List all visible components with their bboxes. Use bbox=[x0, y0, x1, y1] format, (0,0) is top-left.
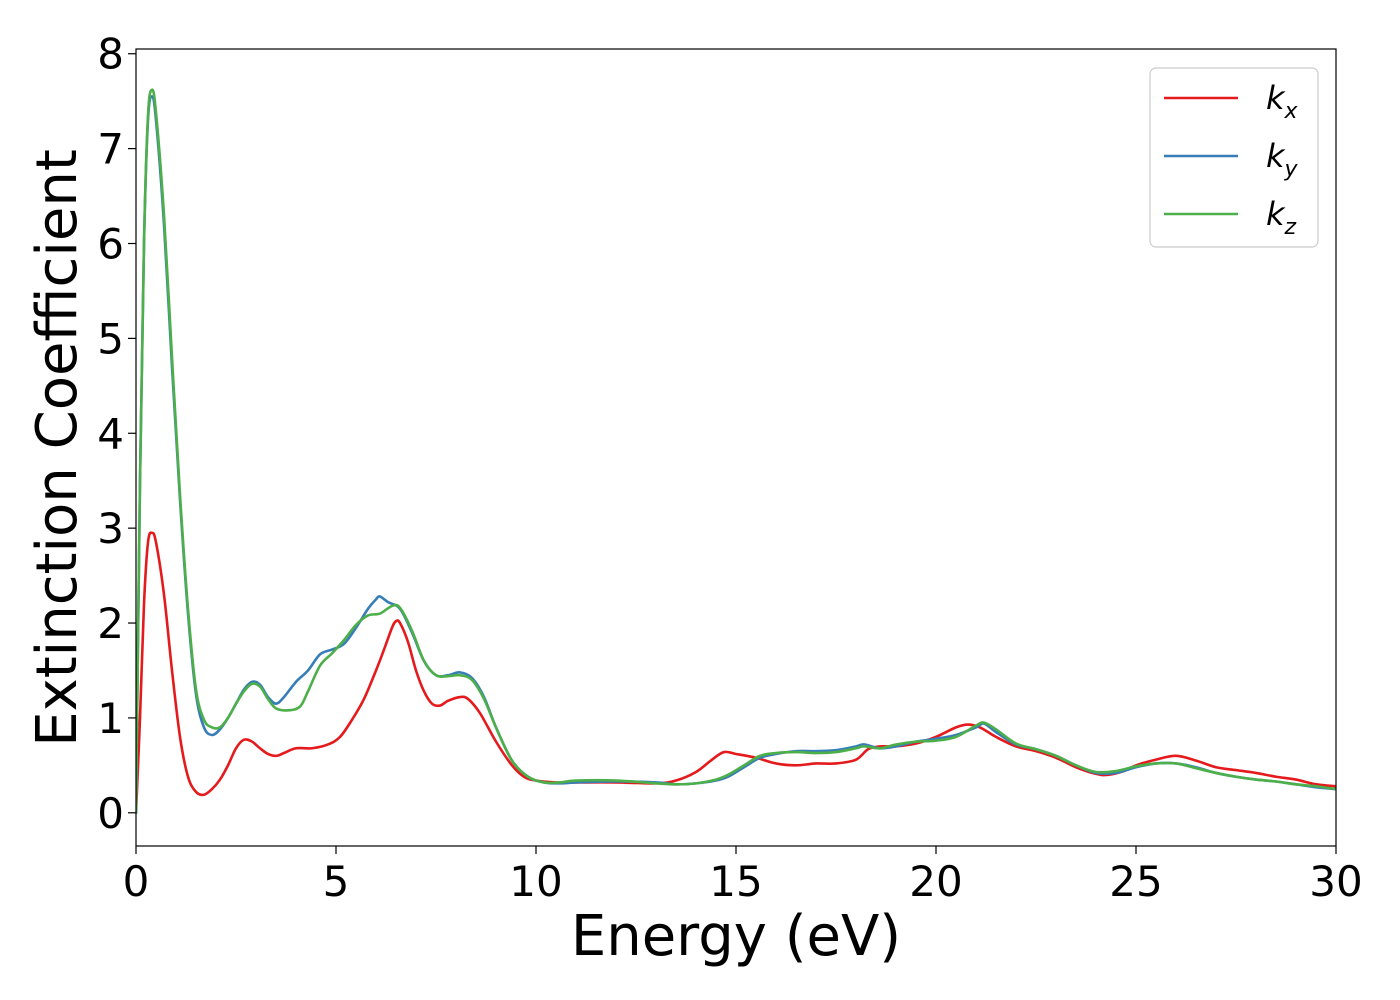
x-tick-label: 25 bbox=[1109, 857, 1162, 906]
y-tick-label: 7 bbox=[97, 125, 124, 174]
series-line-kz bbox=[136, 88, 1336, 815]
plot-area bbox=[136, 88, 1336, 815]
y-tick-label: 6 bbox=[97, 220, 124, 269]
x-axis-title: Energy (eV) bbox=[571, 904, 901, 969]
x-tick-label: 30 bbox=[1309, 857, 1362, 906]
x-tick-label: 15 bbox=[709, 857, 762, 906]
y-tick-label: 4 bbox=[97, 409, 124, 458]
x-tick-label: 20 bbox=[909, 857, 962, 906]
y-tick-label: 0 bbox=[97, 789, 124, 838]
y-axis-title: Extinction Coefficient bbox=[25, 149, 90, 747]
x-tick-label: 5 bbox=[323, 857, 350, 906]
series-line-kx bbox=[136, 531, 1336, 815]
y-axis: 0 1 2 3 4 5 6 7 8 bbox=[97, 30, 136, 838]
y-tick-label: 3 bbox=[97, 504, 124, 553]
y-tick-label: 8 bbox=[97, 30, 124, 79]
x-tick-label: 10 bbox=[509, 857, 562, 906]
y-tick-label: 1 bbox=[97, 694, 124, 743]
y-tick-label: 2 bbox=[97, 599, 124, 648]
x-axis: 0 5 10 15 20 25 30 bbox=[123, 846, 1363, 906]
legend-box bbox=[1149, 67, 1319, 248]
x-tick-label: 0 bbox=[123, 857, 150, 906]
y-tick-label: 5 bbox=[97, 314, 124, 363]
series-layer bbox=[136, 88, 1336, 815]
